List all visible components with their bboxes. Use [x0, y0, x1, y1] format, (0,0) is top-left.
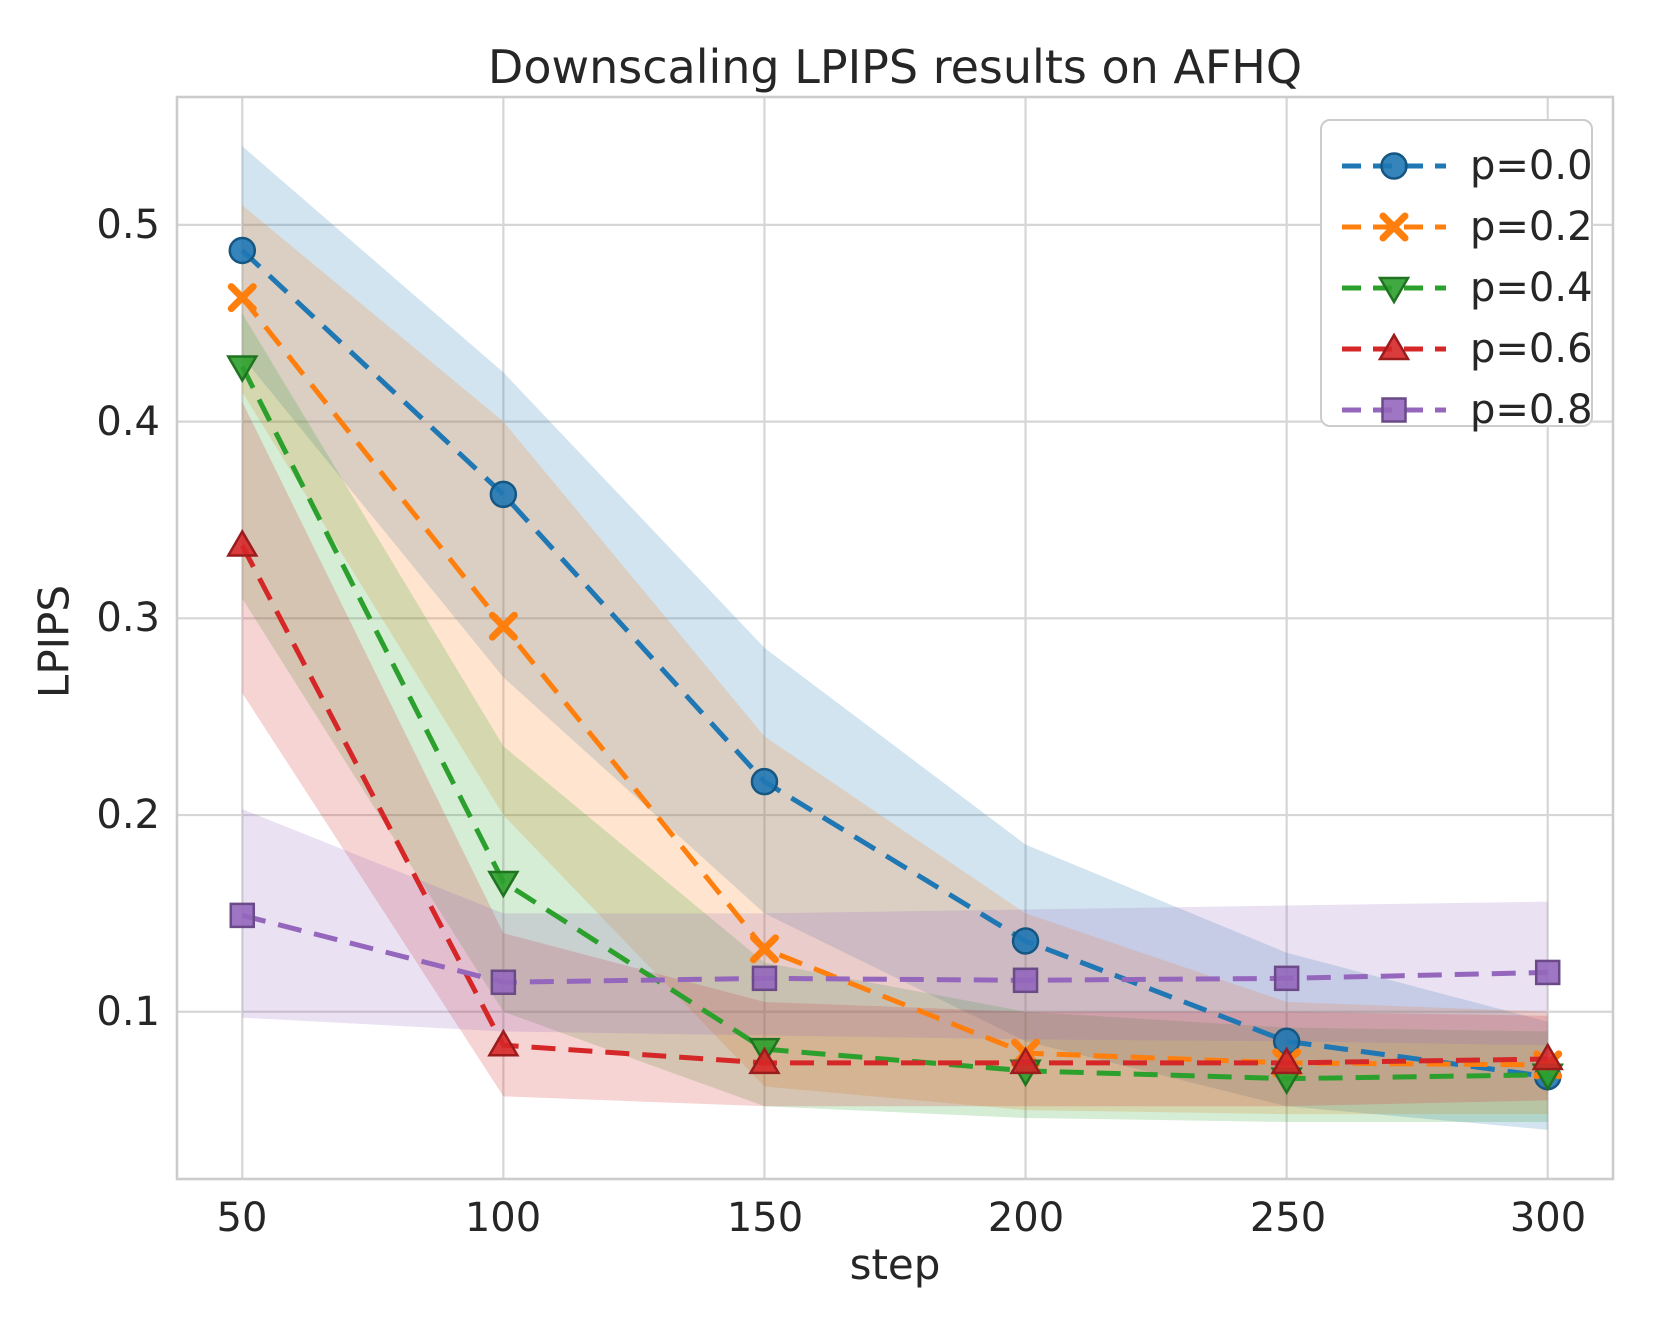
y-tick-label: 0.3 — [96, 595, 160, 641]
data-point-triangle-up — [226, 529, 259, 557]
data-point-triangle-up — [1377, 332, 1411, 361]
data-point-circle — [489, 480, 518, 509]
y-tick-label: 0.2 — [96, 792, 160, 838]
legend-swatch — [1338, 331, 1450, 367]
data-point-square — [1012, 967, 1039, 994]
x-axis-label: step — [849, 1240, 941, 1289]
legend-label: p=0.6 — [1470, 326, 1593, 372]
series-p=0.6 — [226, 529, 1564, 1075]
data-point-square — [490, 969, 517, 996]
x-tick-label: 300 — [1509, 1195, 1587, 1241]
data-point-x — [749, 934, 779, 964]
data-point-circle — [228, 236, 257, 265]
legend-line-triangle-down-icon — [1342, 276, 1446, 305]
data-point-square — [751, 965, 778, 992]
data-point-circle — [750, 767, 779, 796]
data-point-x — [1379, 212, 1409, 242]
data-point-triangle-up — [1270, 1046, 1303, 1075]
series-p=0.0 — [228, 236, 1562, 1091]
legend-line-triangle-up-icon — [1342, 332, 1446, 361]
data-point-triangle-down — [226, 355, 259, 383]
data-point-triangle-up — [487, 1028, 520, 1057]
legend-swatch — [1338, 270, 1450, 306]
data-point-circle — [1380, 152, 1408, 180]
data-point-circle — [1011, 927, 1040, 955]
x-tick-label: 150 — [726, 1195, 804, 1241]
legend-item: p=0.4 — [1338, 265, 1593, 311]
x-tick-label: 250 — [1249, 1195, 1327, 1241]
data-point-triangle-up — [1009, 1046, 1042, 1075]
x-tick-label: 100 — [464, 1195, 542, 1241]
x-tick-label: 200 — [987, 1195, 1065, 1241]
legend-label: p=0.0 — [1470, 143, 1593, 189]
band-p=0.6 — [242, 401, 1548, 1107]
y-axis-label: LPIPS — [29, 584, 79, 699]
data-point-square — [1534, 959, 1561, 986]
data-point-square — [229, 902, 256, 929]
band-p=0.2 — [242, 205, 1548, 1115]
legend-line-square-icon — [1342, 397, 1446, 423]
legend-label: p=0.2 — [1470, 204, 1593, 250]
legend-swatch — [1338, 148, 1450, 184]
data-point-x — [227, 283, 257, 313]
band-p=0.0 — [242, 146, 1548, 1130]
legend-swatch — [1338, 209, 1450, 245]
band-p=0.4 — [242, 313, 1548, 1122]
data-point-x — [488, 611, 518, 641]
legend-label: p=0.4 — [1470, 265, 1593, 311]
legend-item: p=0.6 — [1338, 326, 1593, 372]
data-point-square — [1381, 397, 1407, 423]
data-point-triangle-up — [1531, 1042, 1564, 1071]
legend-item: p=0.8 — [1338, 387, 1593, 433]
data-point-triangle-down — [487, 870, 520, 899]
legend-label: p=0.8 — [1470, 387, 1593, 433]
band-p=0.8 — [242, 809, 1548, 1046]
x-tick-label: 50 — [216, 1195, 268, 1241]
legend-item: p=0.0 — [1338, 143, 1593, 189]
legend-item: p=0.2 — [1338, 204, 1593, 250]
legend-line-circle-icon — [1342, 152, 1446, 180]
data-point-triangle-down — [1377, 276, 1411, 305]
legend: p=0.0 p=0.2 p=0.4 p=0.6 p=0.8 — [1320, 119, 1593, 433]
y-tick-label: 0.5 — [96, 202, 160, 248]
chart-title: Downscaling LPIPS results on AFHQ — [487, 40, 1303, 94]
series-p=0.8 — [229, 902, 1561, 996]
legend-swatch — [1338, 392, 1450, 428]
data-point-square — [1273, 965, 1300, 992]
y-tick-label: 0.1 — [96, 989, 160, 1035]
legend-line-x-icon — [1342, 212, 1446, 242]
plot-border — [175, 95, 1615, 1181]
y-tick-label: 0.4 — [96, 399, 160, 445]
data-point-triangle-up — [748, 1046, 781, 1075]
